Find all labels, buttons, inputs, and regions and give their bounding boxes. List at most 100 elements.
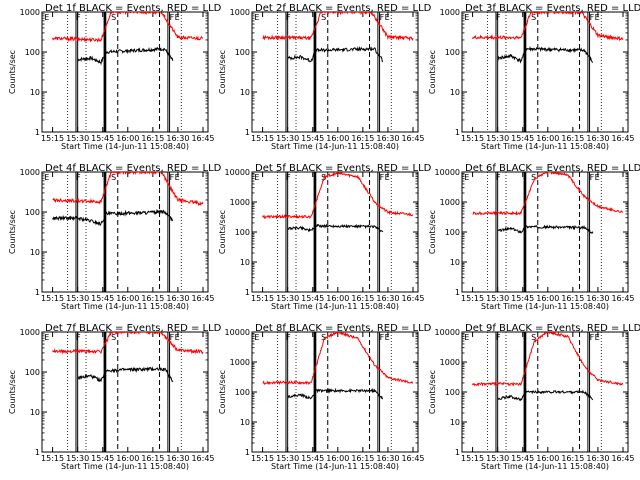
events-rate-series xyxy=(287,387,383,400)
x-tick-label: 15:15 xyxy=(461,294,484,303)
panel-title: Det 8f BLACK = Events, RED = LLD xyxy=(255,323,432,334)
plot-frame xyxy=(251,11,419,133)
lld-rate-series xyxy=(262,172,414,220)
x-tick-label: 15:30 xyxy=(276,134,299,143)
y-tick-label: 10 xyxy=(240,418,250,427)
y-tick-label: 10000 xyxy=(435,328,460,337)
x-tick-label: 15:15 xyxy=(41,134,64,143)
y-tick-label: 100 xyxy=(25,48,40,57)
x-axis-label: Start Time (14-Jun-11 15:08:40) xyxy=(61,462,189,471)
x-tick-label: 16:30 xyxy=(166,294,189,303)
x-tick-label: 15:15 xyxy=(41,454,64,463)
y-axis-label: Counts/sec xyxy=(218,50,227,94)
event-marker-label: F xyxy=(590,173,595,182)
y-tick-label: 100 xyxy=(235,228,250,237)
x-tick-label: 16:00 xyxy=(326,134,349,143)
x-tick-label: 16:15 xyxy=(561,294,584,303)
y-tick-label: 1000 xyxy=(20,8,40,17)
lld-rate-series xyxy=(472,332,624,387)
panel-title: Det 6f BLACK = Events, RED = LLD xyxy=(465,163,640,174)
events-rate-series xyxy=(497,224,594,234)
x-tick-label: 16:15 xyxy=(141,134,164,143)
x-tick-label: 16:00 xyxy=(536,134,559,143)
x-tick-label: 16:15 xyxy=(141,294,164,303)
lld-rate-series xyxy=(262,12,414,42)
event-marker-label: E xyxy=(595,173,600,182)
plot-frame xyxy=(41,171,209,293)
y-tick-label: 1 xyxy=(245,288,250,297)
panel-title: Det 5f BLACK = Events, RED = LLD xyxy=(255,163,432,174)
y-tick-label: 100 xyxy=(235,388,250,397)
x-tick-label: 16:00 xyxy=(116,454,139,463)
x-tick-label: 15:45 xyxy=(301,134,324,143)
y-tick-label: 100 xyxy=(25,368,40,377)
y-tick-label: 10000 xyxy=(435,168,460,177)
event-marker-label: E xyxy=(175,173,180,182)
x-tick-label: 15:45 xyxy=(91,134,114,143)
x-tick-label: 16:15 xyxy=(351,454,374,463)
x-tick-label: 16:30 xyxy=(376,134,399,143)
event-marker-label: F xyxy=(76,333,81,342)
y-tick-label: 1000 xyxy=(230,198,250,207)
event-marker-label: F xyxy=(170,13,175,22)
x-axis-label: Start Time (14-Jun-11 15:08:40) xyxy=(481,142,609,151)
panel-title: Det 3f BLACK = Events, RED = LLD xyxy=(465,3,640,14)
panel-title: Det 4f BLACK = Events, RED = LLD xyxy=(45,163,222,174)
event-marker-label: F xyxy=(590,13,595,22)
event-marker-label: E xyxy=(385,13,390,22)
y-tick-label: 10 xyxy=(30,88,40,97)
x-tick-label: 16:15 xyxy=(351,134,374,143)
x-tick-label: 16:00 xyxy=(326,454,349,463)
y-tick-label: 1 xyxy=(35,128,40,137)
events-rate-series xyxy=(52,209,174,226)
y-axis-label: Counts/sec xyxy=(8,50,17,94)
event-marker-label: E xyxy=(254,13,259,22)
panel-title: Det 7f BLACK = Events, RED = LLD xyxy=(45,323,222,334)
y-tick-label: 1000 xyxy=(20,168,40,177)
x-tick-label: 16:30 xyxy=(586,294,609,303)
x-tick-label: 15:30 xyxy=(276,294,299,303)
y-tick-label: 10 xyxy=(450,88,460,97)
event-marker-label: F xyxy=(380,13,385,22)
lld-rate-series xyxy=(262,332,413,386)
x-axis-label: Start Time (14-Jun-11 15:08:40) xyxy=(271,462,399,471)
y-tick-label: 1000 xyxy=(440,198,460,207)
y-tick-label: 10 xyxy=(450,418,460,427)
event-marker-label: S xyxy=(531,333,536,342)
x-tick-label: 15:45 xyxy=(511,134,534,143)
y-tick-label: 1 xyxy=(245,128,250,137)
event-marker-label: S xyxy=(321,333,326,342)
x-tick-label: 15:30 xyxy=(486,294,509,303)
y-tick-label: 1000 xyxy=(230,8,250,17)
y-tick-label: 10000 xyxy=(225,168,250,177)
x-tick-label: 15:15 xyxy=(461,454,484,463)
lld-rate-series xyxy=(52,172,204,207)
event-marker-label: F xyxy=(170,173,175,182)
plot-frame xyxy=(461,171,629,293)
x-tick-label: 15:15 xyxy=(461,134,484,143)
event-marker-label: F xyxy=(286,173,291,182)
plot-frame xyxy=(251,171,419,293)
y-tick-label: 1 xyxy=(245,448,250,457)
x-tick-label: 15:30 xyxy=(486,454,509,463)
y-axis-label: Counts/sec xyxy=(428,210,437,254)
y-tick-label: 100 xyxy=(445,388,460,397)
event-marker-label: S xyxy=(321,13,326,22)
x-axis-label: Start Time (14-Jun-11 15:08:40) xyxy=(61,302,189,311)
event-marker-label: E xyxy=(175,13,180,22)
y-tick-label: 1 xyxy=(455,448,460,457)
y-axis-label: Counts/sec xyxy=(218,370,227,414)
event-marker-label: F xyxy=(286,333,291,342)
lld-rate-series xyxy=(52,12,204,43)
y-tick-label: 1000 xyxy=(230,358,250,367)
panel-title: Det 1f BLACK = Events, RED = LLD xyxy=(45,3,222,14)
events-rate-series xyxy=(287,223,384,233)
x-tick-label: 16:00 xyxy=(116,134,139,143)
events-rate-series xyxy=(497,389,594,402)
event-marker-label: S xyxy=(531,13,536,22)
x-tick-label: 15:30 xyxy=(66,454,89,463)
